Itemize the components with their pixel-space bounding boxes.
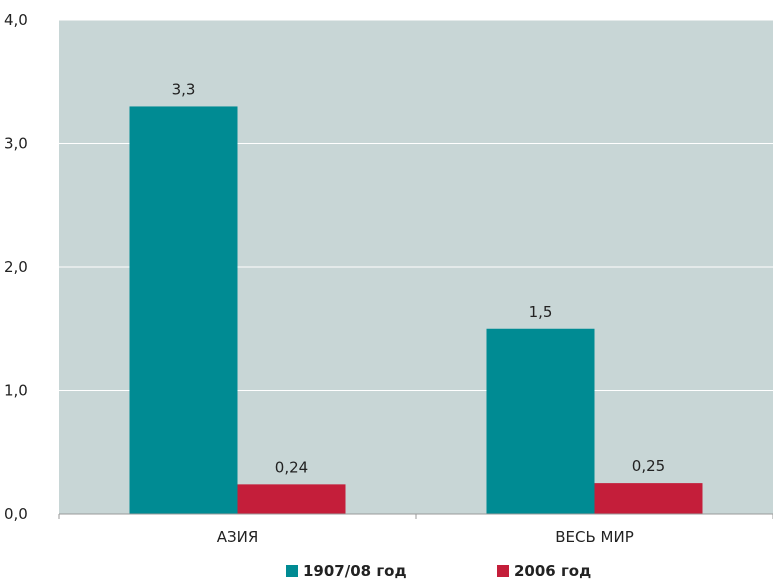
- y-axis-ticks: 0,0 1,0 2,0 3,0 4,0: [4, 11, 28, 523]
- data-label: 0,25: [632, 457, 665, 475]
- y-tick-label: 4,0: [4, 11, 28, 29]
- legend: 1907/08 год 2006 год: [0, 562, 773, 582]
- bar: [237, 484, 346, 514]
- bars: [129, 106, 703, 514]
- x-axis: АЗИЯ ВЕСЬ МИР: [58, 513, 773, 546]
- y-tick-label: 0,0: [4, 505, 28, 523]
- legend-label-1907-08: 1907/08 год: [303, 562, 407, 580]
- bar: [129, 106, 238, 514]
- data-label: 1,5: [529, 303, 553, 321]
- legend-swatch-2006: [497, 565, 509, 577]
- y-tick-label: 2,0: [4, 258, 28, 276]
- category-label: АЗИЯ: [217, 528, 259, 546]
- legend-item-1907-08: 1907/08 год: [286, 562, 407, 580]
- bar-chart: 0,0 1,0 2,0 3,0 4,0 3,3 0,24 1,5 0,25 АЗИЯ ВЕСЬ …: [4, 11, 773, 546]
- bar: [594, 483, 703, 514]
- category-label: ВЕСЬ МИР: [555, 528, 634, 546]
- data-label: 0,24: [275, 458, 308, 476]
- bar: [486, 328, 595, 514]
- data-label: 3,3: [172, 80, 196, 98]
- legend-label-2006: 2006 год: [514, 562, 592, 580]
- legend-swatch-1907-08: [286, 565, 298, 577]
- legend-item-2006: 2006 год: [497, 562, 591, 580]
- data-labels: 3,3 0,24 1,5 0,25: [172, 80, 666, 476]
- y-tick-label: 3,0: [4, 135, 28, 153]
- y-tick-label: 1,0: [4, 382, 28, 400]
